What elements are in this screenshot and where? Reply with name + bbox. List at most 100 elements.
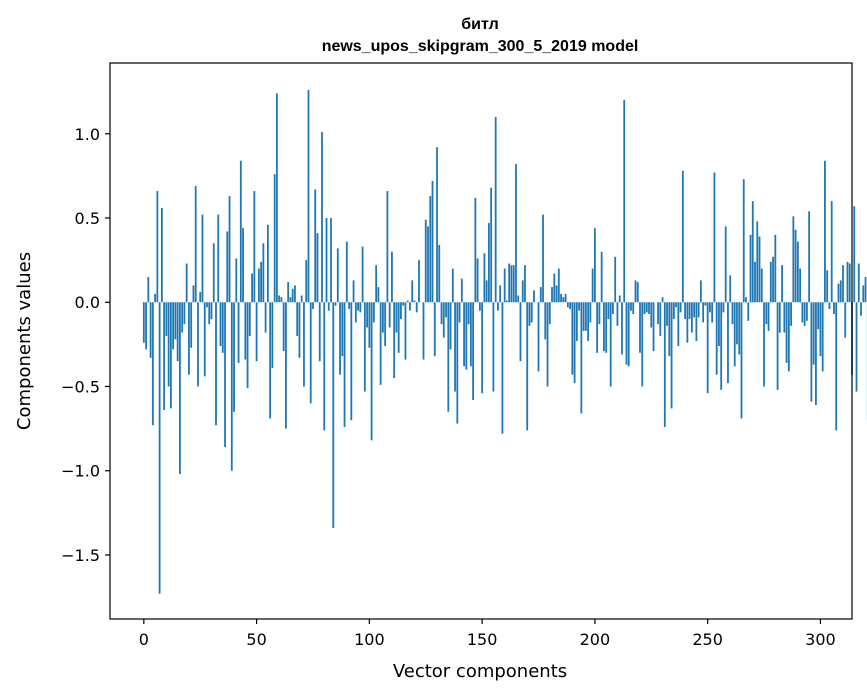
bar-12	[169, 302, 172, 409]
bar-268	[747, 302, 750, 321]
bar-138	[454, 302, 456, 392]
bar-309	[839, 280, 842, 303]
bar-206	[607, 302, 610, 320]
bar-114	[400, 302, 402, 320]
bar-178	[544, 302, 547, 340]
bar-245	[695, 302, 698, 341]
bar-39	[230, 302, 233, 471]
y-tick-label: 1.0	[75, 125, 100, 144]
bar-260	[729, 275, 732, 303]
x-tick-label: 250	[692, 630, 723, 649]
bar-298	[815, 302, 817, 406]
bar-15	[176, 302, 179, 362]
bar-229	[659, 302, 662, 336]
bar-302	[824, 160, 826, 303]
bar-215	[627, 302, 630, 367]
bar-270	[751, 201, 754, 303]
bar-311	[844, 302, 847, 338]
bar-216	[630, 302, 632, 311]
x-tick-label: 300	[805, 630, 836, 649]
bar-212	[621, 302, 623, 355]
bar-70	[300, 295, 303, 303]
bar-280	[774, 234, 777, 303]
bar-119	[411, 280, 414, 303]
bar-301	[821, 302, 824, 372]
bar-26	[201, 214, 204, 303]
bar-254	[715, 302, 718, 375]
bar-109	[388, 302, 391, 328]
bar-22	[192, 285, 195, 303]
bar-249	[704, 302, 707, 306]
bar-140	[458, 302, 461, 323]
bar-269	[749, 234, 752, 303]
bar-161	[506, 300, 508, 303]
y-tick-label: −0.5	[61, 377, 100, 396]
bar-44	[242, 228, 244, 303]
bar-130	[436, 147, 438, 303]
bar-132	[440, 302, 443, 325]
bar-14	[174, 302, 177, 340]
bar-194	[580, 302, 583, 414]
bar-16	[179, 302, 181, 475]
bar-151	[483, 253, 486, 303]
bar-97	[361, 246, 364, 303]
bar-153	[487, 223, 490, 303]
bar-89	[343, 302, 346, 427]
bar-9	[163, 302, 166, 411]
bar-247	[699, 280, 702, 303]
bar-5	[154, 293, 156, 303]
bar-220	[639, 302, 641, 353]
bar-198	[589, 302, 592, 323]
bar-223	[645, 302, 648, 313]
bar-112	[395, 302, 398, 333]
bar-217	[632, 302, 635, 315]
bar-197	[587, 302, 590, 341]
bar-17	[181, 302, 184, 333]
bar-79	[321, 132, 323, 303]
bars-group	[142, 89, 867, 594]
bar-129	[433, 302, 436, 357]
bar-133	[442, 302, 445, 338]
bar-287	[790, 302, 792, 326]
bar-46	[246, 302, 249, 389]
bar-78	[318, 302, 321, 362]
bar-240	[684, 302, 686, 320]
bar-134	[445, 302, 447, 318]
bar-173	[533, 290, 535, 303]
bar-172	[530, 302, 533, 323]
bar-95	[357, 302, 359, 311]
x-tick-label: 0	[139, 630, 149, 649]
bar-128	[431, 180, 434, 303]
bar-316	[855, 302, 858, 392]
bar-279	[772, 256, 774, 303]
bar-265	[740, 302, 743, 419]
bar-157	[497, 302, 499, 311]
bar-320	[864, 276, 867, 303]
bar-27	[203, 302, 206, 377]
bar-176	[539, 287, 542, 303]
bar-120	[413, 300, 416, 303]
bar-303	[826, 270, 829, 303]
bar-186	[562, 297, 565, 303]
bar-116	[404, 302, 407, 360]
bar-113	[397, 302, 400, 353]
bar-101	[370, 302, 373, 441]
bar-224	[648, 302, 650, 315]
x-tick-label: 50	[246, 630, 266, 649]
bar-137	[451, 268, 454, 303]
bar-45	[244, 302, 247, 360]
bar-289	[794, 229, 797, 303]
bar-288	[792, 216, 795, 303]
bar-11	[167, 302, 170, 387]
bar-297	[812, 302, 815, 365]
bar-252	[711, 302, 714, 323]
bar-256	[720, 302, 723, 390]
bar-271	[754, 261, 756, 303]
bar-263	[736, 302, 738, 345]
bar-274	[760, 268, 763, 303]
bar-199	[591, 268, 594, 303]
bar-237	[677, 302, 680, 347]
bar-233	[668, 302, 671, 357]
bar-195	[582, 302, 585, 331]
bar-103	[375, 265, 378, 303]
